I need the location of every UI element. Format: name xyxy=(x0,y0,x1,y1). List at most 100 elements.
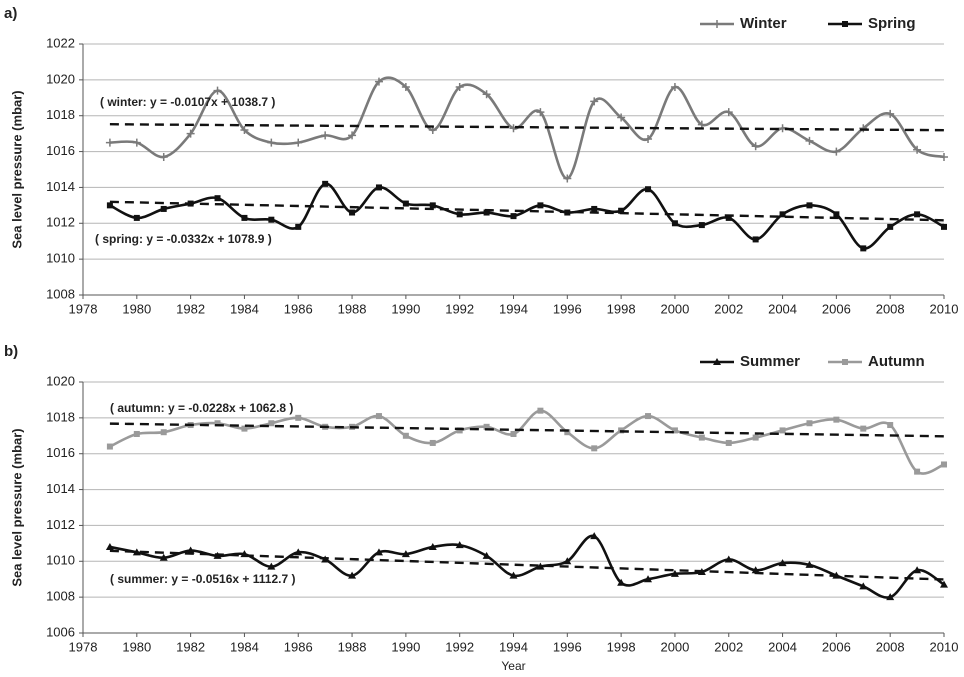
point xyxy=(483,209,490,216)
point xyxy=(536,108,545,117)
x-tick-label: 1980 xyxy=(122,301,151,316)
panel: a) Sea level pressure (mbar) 1008 1010 1012 1… xyxy=(4,5,958,316)
point xyxy=(267,138,276,147)
point xyxy=(752,236,759,243)
point xyxy=(402,200,409,207)
x-tick-label: 2010 xyxy=(930,301,959,316)
y-tick-label: 1016 xyxy=(46,445,75,460)
point xyxy=(940,580,948,588)
point xyxy=(159,553,168,561)
trend-line xyxy=(109,123,945,132)
point xyxy=(833,211,840,218)
point xyxy=(105,542,114,550)
point xyxy=(295,223,302,230)
point xyxy=(482,90,491,99)
point xyxy=(779,211,786,218)
point xyxy=(537,407,544,414)
point xyxy=(401,83,410,92)
trend-label: ( spring: y = -0.0332x + 1078.9 ) xyxy=(95,232,272,246)
point xyxy=(510,430,517,437)
y-tick-label: 1012 xyxy=(46,517,75,532)
point xyxy=(268,216,275,223)
point xyxy=(563,174,572,183)
point xyxy=(859,582,868,590)
y-tick-label: 1020 xyxy=(46,373,75,388)
point xyxy=(805,560,814,568)
x-tick-label: 2004 xyxy=(768,639,797,654)
point xyxy=(751,566,760,574)
point xyxy=(563,557,572,565)
panel: b) Sea level pressure (mbar) Year 1006 1008 1… xyxy=(4,343,958,673)
y-axis-label: Sea level pressure (mbar) xyxy=(9,428,24,586)
point xyxy=(806,420,813,427)
point xyxy=(132,548,141,556)
point xyxy=(133,214,140,221)
point xyxy=(941,461,947,468)
point xyxy=(713,20,721,28)
x-tick-label: 2006 xyxy=(822,639,851,654)
point xyxy=(725,439,732,446)
point xyxy=(913,566,922,574)
legend-label: Spring xyxy=(868,15,916,32)
point xyxy=(645,186,652,193)
point xyxy=(941,223,947,230)
point xyxy=(241,214,248,221)
point xyxy=(214,195,221,202)
point xyxy=(842,359,848,365)
point xyxy=(842,21,848,27)
x-tick-label: 1980 xyxy=(122,639,151,654)
point xyxy=(213,86,222,95)
point xyxy=(375,184,382,191)
point xyxy=(724,555,733,563)
x-tick-label: 1982 xyxy=(176,301,205,316)
x-tick-label: 1996 xyxy=(553,639,582,654)
x-axis-label: Year xyxy=(501,659,525,673)
point xyxy=(779,427,786,434)
x-tick-label: 1988 xyxy=(338,301,367,316)
point xyxy=(914,211,921,218)
point xyxy=(886,109,895,118)
x-tick-label: 1996 xyxy=(553,301,582,316)
point xyxy=(106,443,113,450)
y-tick-label: 1012 xyxy=(46,215,75,230)
point xyxy=(752,434,759,441)
y-tick-label: 1020 xyxy=(46,71,75,86)
point xyxy=(105,138,114,147)
point xyxy=(159,152,168,161)
point xyxy=(349,209,356,216)
point xyxy=(617,578,626,586)
trend-label: ( summer: y = -0.0516x + 1112.7 ) xyxy=(110,572,295,586)
point xyxy=(860,245,867,252)
x-tick-label: 1992 xyxy=(445,639,474,654)
x-tick-label: 1988 xyxy=(338,639,367,654)
y-tick-label: 1016 xyxy=(46,143,75,158)
point xyxy=(133,430,140,437)
trend-line xyxy=(109,200,945,222)
point xyxy=(267,562,276,570)
x-tick-label: 2010 xyxy=(930,639,959,654)
point xyxy=(374,548,383,556)
x-tick-label: 2004 xyxy=(768,301,797,316)
x-tick-label: 2006 xyxy=(822,301,851,316)
point xyxy=(806,202,813,209)
point xyxy=(294,548,303,556)
point xyxy=(456,427,463,434)
point xyxy=(671,427,678,434)
x-tick-label: 1994 xyxy=(499,301,528,316)
point xyxy=(428,542,437,550)
point xyxy=(751,142,760,151)
point xyxy=(321,131,330,140)
x-tick-label: 1978 xyxy=(69,639,98,654)
point xyxy=(186,546,195,554)
x-tick-label: 2000 xyxy=(660,639,689,654)
x-tick-label: 1990 xyxy=(391,639,420,654)
point xyxy=(832,147,841,156)
point xyxy=(591,205,598,212)
trend-line xyxy=(109,549,945,581)
point xyxy=(214,420,221,427)
x-tick-label: 1986 xyxy=(284,639,313,654)
x-tick-label: 1984 xyxy=(230,639,259,654)
point xyxy=(914,468,921,475)
y-tick-label: 1014 xyxy=(46,481,75,496)
point xyxy=(645,413,652,420)
